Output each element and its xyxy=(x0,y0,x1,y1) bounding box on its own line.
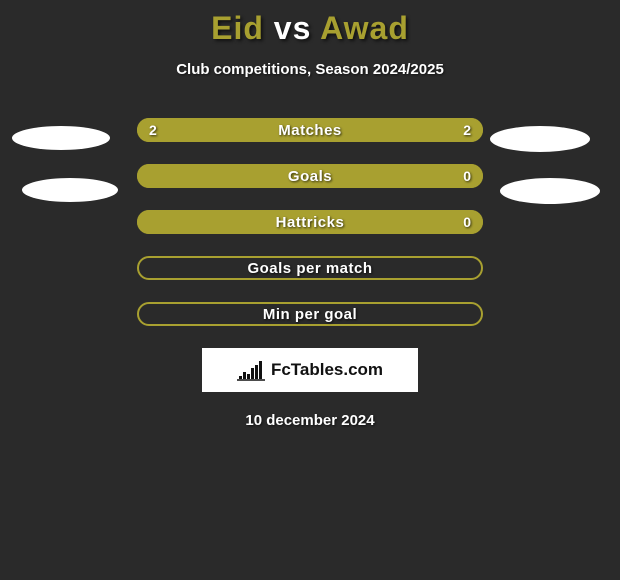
stat-value-right: 2 xyxy=(463,122,471,138)
stat-row: Goals 0 xyxy=(137,164,483,188)
stat-row: Goals per match xyxy=(137,256,483,280)
stat-row: Matches 2 2 xyxy=(137,118,483,142)
stat-label: Goals xyxy=(288,168,332,185)
club-badge-3 xyxy=(500,178,600,204)
club-badge-0 xyxy=(12,126,110,150)
comparison-card: Eid vs Awad Club competitions, Season 20… xyxy=(0,0,620,580)
page-title: Eid vs Awad xyxy=(0,0,620,47)
stat-label: Min per goal xyxy=(263,306,357,323)
stat-label: Hattricks xyxy=(276,214,345,231)
stat-label: Goals per match xyxy=(247,260,372,277)
vs-label: vs xyxy=(274,10,312,46)
subtitle: Club competitions, Season 2024/2025 xyxy=(0,61,620,78)
chart-icon xyxy=(237,359,265,381)
stat-value-right: 0 xyxy=(463,168,471,184)
logo-text: FcTables.com xyxy=(271,360,383,380)
stat-label: Matches xyxy=(278,122,342,139)
stat-value-right: 0 xyxy=(463,214,471,230)
club-badge-1 xyxy=(490,126,590,152)
site-logo[interactable]: FcTables.com xyxy=(202,348,418,392)
stat-row: Hattricks 0 xyxy=(137,210,483,234)
player1-name: Eid xyxy=(211,10,264,46)
stat-row: Min per goal xyxy=(137,302,483,326)
club-badge-2 xyxy=(22,178,118,202)
stat-value-left: 2 xyxy=(149,122,157,138)
player2-name: Awad xyxy=(320,10,409,46)
date-label: 10 december 2024 xyxy=(0,412,620,429)
